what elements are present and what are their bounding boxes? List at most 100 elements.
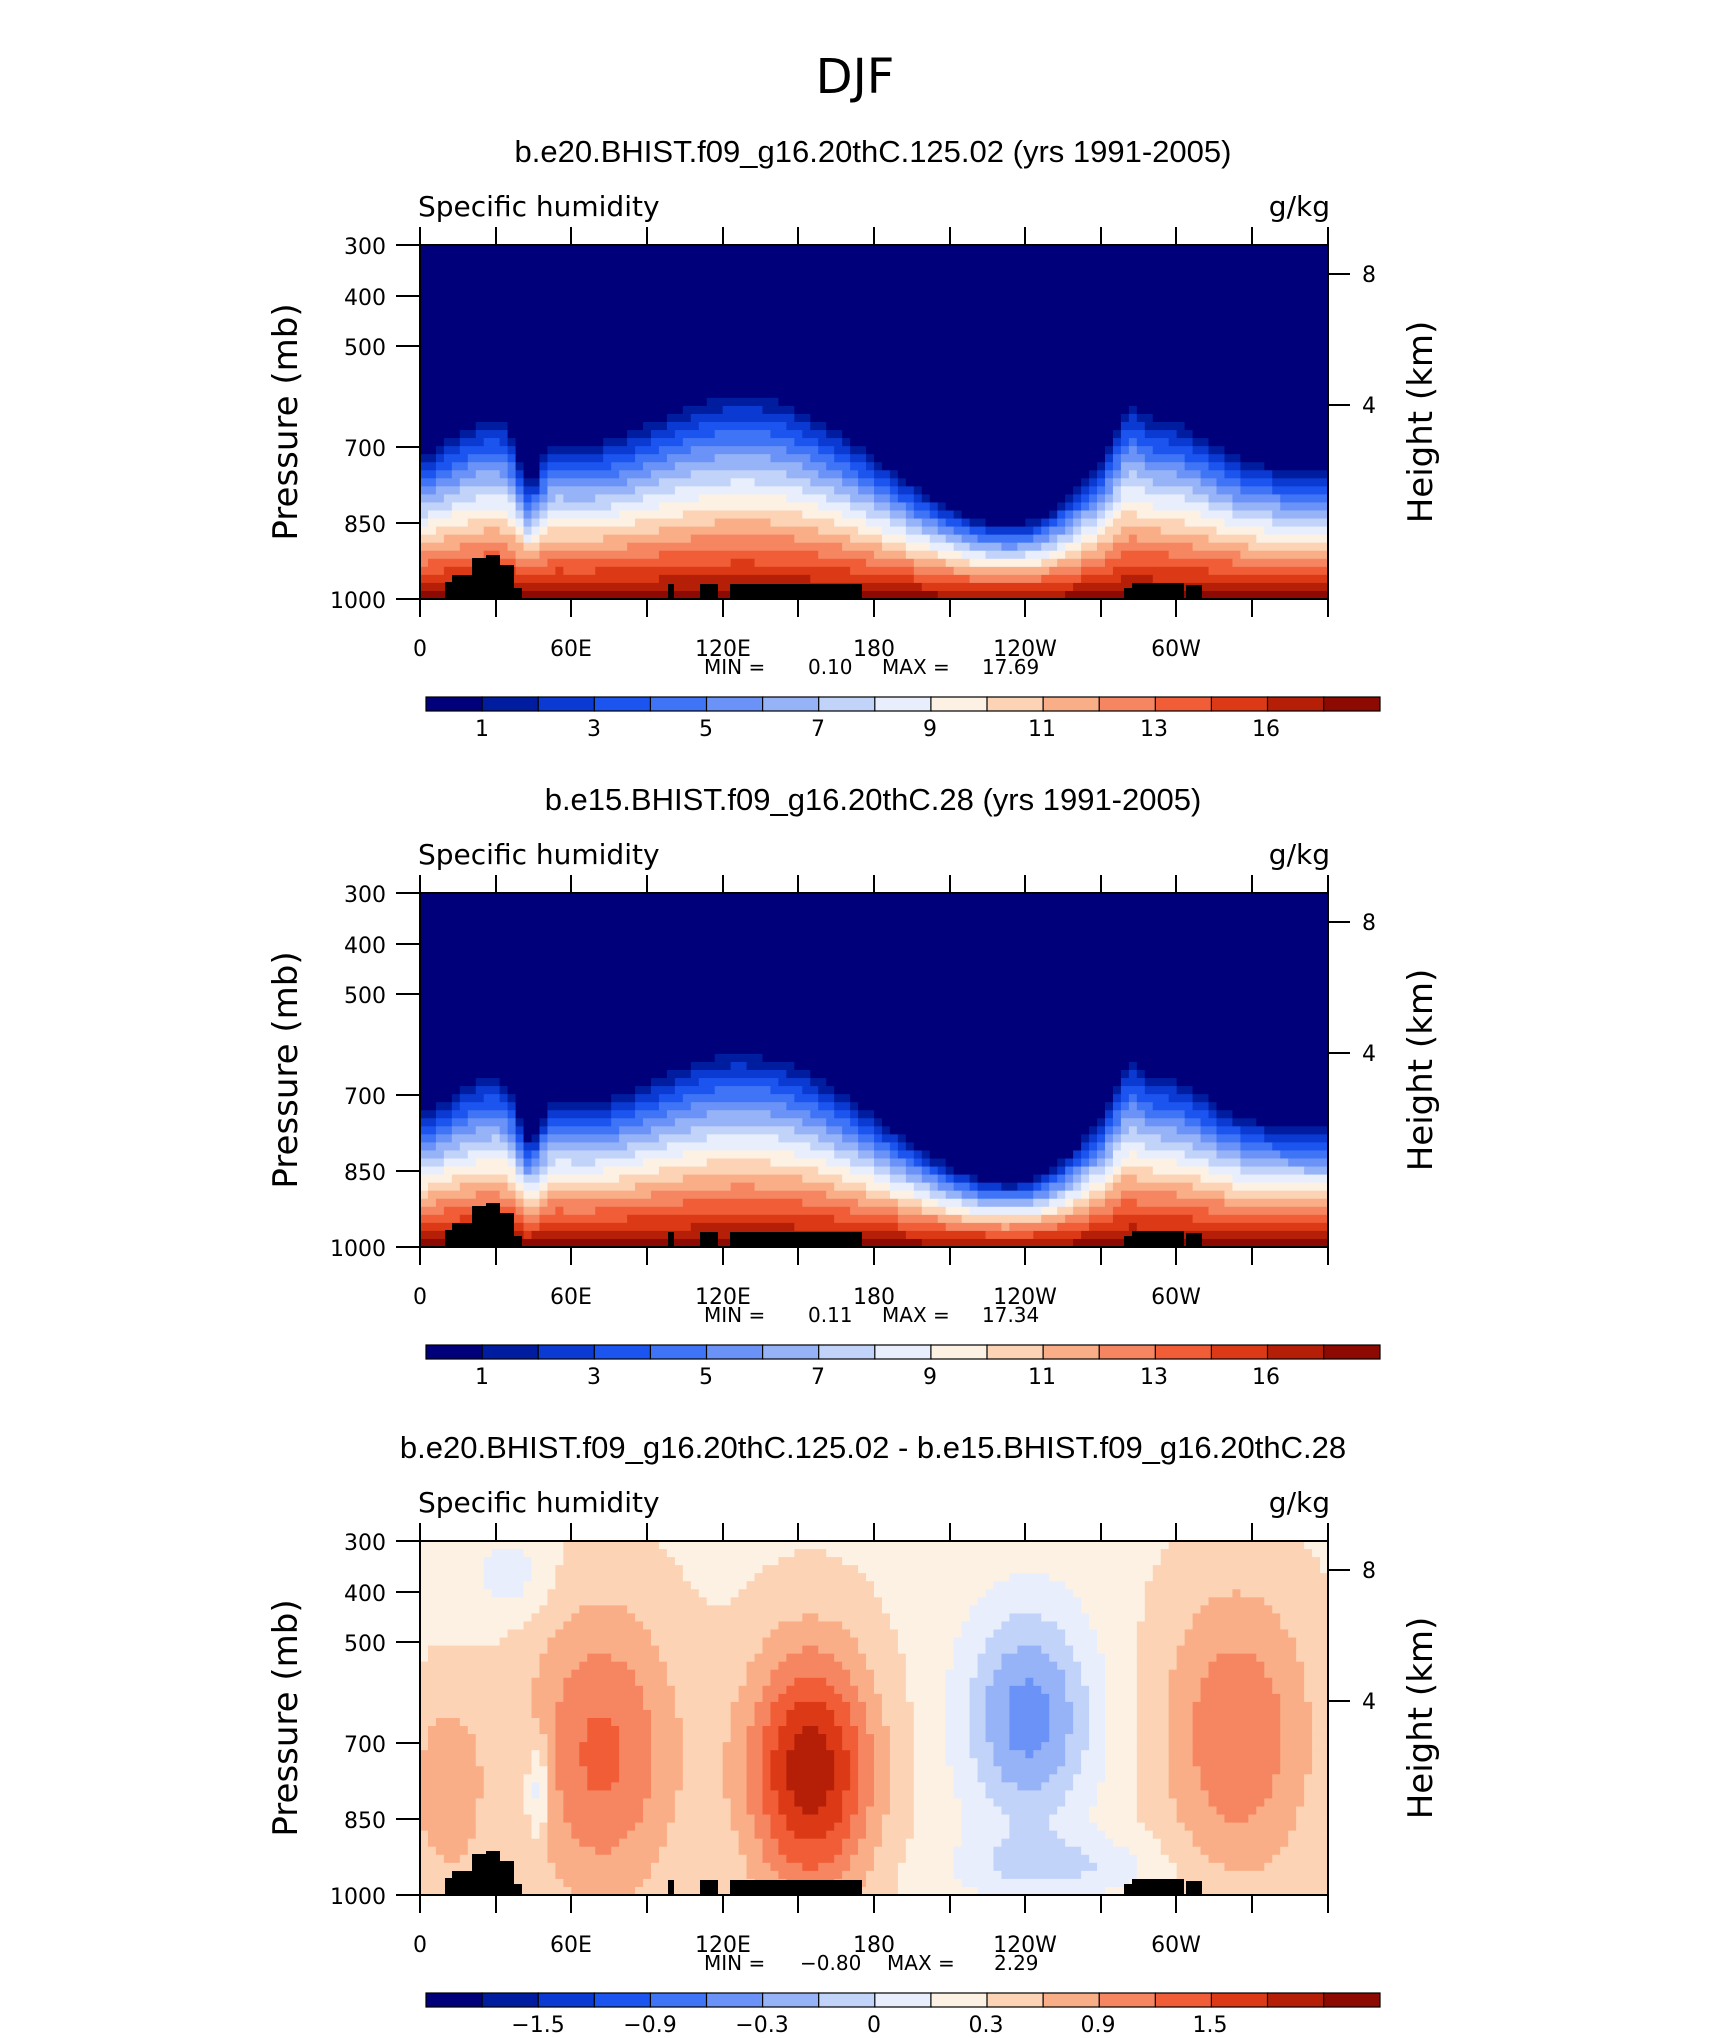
contour-cell (754, 558, 867, 568)
contour-cell (451, 510, 509, 520)
contour-cell (874, 1766, 891, 1775)
contour-cell (547, 1814, 564, 1824)
contour-cell (483, 1565, 533, 1574)
contour-cell (714, 518, 772, 528)
contour-cell (1065, 1693, 1090, 1703)
contour-cell (802, 1174, 843, 1184)
contour-cell (523, 1150, 533, 1160)
contour-cell (531, 1557, 564, 1566)
contour-cell (1136, 1102, 1154, 1111)
contour-cell (1081, 518, 1098, 528)
contour-cell (842, 1790, 859, 1800)
contour-cell (1152, 478, 1202, 487)
contour-cell (1009, 1709, 1050, 1719)
contour-cell (730, 1709, 756, 1719)
x-axis: 0 60E 120E 180 120W 60W (413, 1285, 1201, 1310)
contour-cell (650, 438, 684, 447)
contour-cell (531, 494, 541, 504)
contour-cell (690, 446, 787, 455)
contour-cell (539, 1198, 549, 1208)
contour-cell (420, 925, 1328, 934)
contour-cell (714, 454, 772, 463)
contour-cell (1104, 470, 1114, 479)
contour-cell (507, 438, 517, 447)
y-tick-label: 400 (344, 286, 386, 311)
contour-cell (1089, 470, 1098, 479)
contour-cell (420, 381, 1328, 391)
colorbar-swatch (1322, 1344, 1381, 1360)
contour-cell (913, 1774, 955, 1783)
contour-cell (858, 470, 875, 479)
contour-cell (475, 1742, 549, 1751)
contour-cell (730, 1701, 756, 1711)
contour-cell (1136, 510, 1202, 520)
colorbar-swatch (1322, 696, 1381, 712)
contour-cell (420, 1166, 445, 1176)
contour-cell (555, 1701, 644, 1711)
contour-cell (555, 1726, 588, 1735)
contour-cell (1089, 1134, 1098, 1144)
contour-cell (1033, 1174, 1042, 1184)
right-axis: 8 4 Height (km) (1362, 263, 1441, 523)
contour-cell (1200, 1126, 1218, 1135)
contour-cell (427, 1742, 477, 1751)
contour-cell (595, 1846, 612, 1856)
contour-cell (794, 1677, 827, 1687)
contour-cell (1136, 1061, 1328, 1071)
contour-cell (961, 1814, 1010, 1824)
contour-cell (635, 1822, 668, 1832)
contour-cell (1104, 454, 1114, 463)
contour-cell (1057, 534, 1074, 544)
contour-cell (475, 1806, 525, 1816)
contour-cell (555, 1565, 684, 1574)
contour-cell (611, 1110, 636, 1119)
contour-cell (1312, 1750, 1328, 1759)
contour-cell (619, 1134, 660, 1144)
units-label: g/kg (1269, 190, 1330, 223)
contour-cell (842, 1174, 875, 1184)
contour-cell (866, 1709, 883, 1719)
contour-cell (762, 1645, 803, 1655)
contour-cell (834, 1182, 867, 1192)
contour-cell (1025, 1750, 1034, 1759)
contour-cell (650, 1709, 676, 1719)
contour-cell (1073, 1166, 1082, 1176)
contour-cell (420, 1102, 437, 1111)
contour-cell (1264, 1134, 1328, 1144)
contour-cell (420, 1158, 445, 1168)
contour-cell (1280, 1150, 1328, 1160)
contour-cell (945, 1685, 971, 1695)
contour-cell (905, 1677, 947, 1687)
colorbar-label: 1 (475, 717, 489, 742)
contour-cell (627, 430, 652, 439)
contour-cell (953, 1846, 995, 1856)
contour-cell (420, 285, 1328, 294)
contour-cell (650, 1862, 748, 1872)
contour-cell (1136, 1645, 1178, 1655)
contour-cell (953, 1790, 987, 1800)
x-tick-label: 180 (853, 1933, 895, 1958)
contour-cell (874, 462, 883, 471)
contour-cell (420, 293, 1328, 302)
contour-cell (858, 1838, 883, 1848)
contour-cell (905, 550, 939, 560)
contour-cell (1009, 1726, 1050, 1735)
contour-cell (866, 446, 1106, 455)
contour-cell (802, 1198, 859, 1208)
contour-cell (658, 446, 692, 455)
contour-cell (420, 1182, 429, 1192)
contour-cell (985, 1734, 1010, 1743)
contour-cell (1232, 1589, 1241, 1598)
contour-cell (913, 1142, 1082, 1152)
contour-cell (1073, 510, 1082, 520)
contour-cell (507, 462, 517, 471)
contour-cell (451, 470, 477, 479)
contour-cell (427, 1726, 469, 1735)
contour-cell (794, 1742, 827, 1751)
contour-cell (1120, 1110, 1146, 1119)
colorbar-label: 5 (699, 717, 713, 742)
contour-cell (714, 430, 772, 439)
contour-cell (858, 1565, 1154, 1574)
contour-cell (1001, 542, 1018, 552)
contour-cell (913, 1182, 931, 1192)
